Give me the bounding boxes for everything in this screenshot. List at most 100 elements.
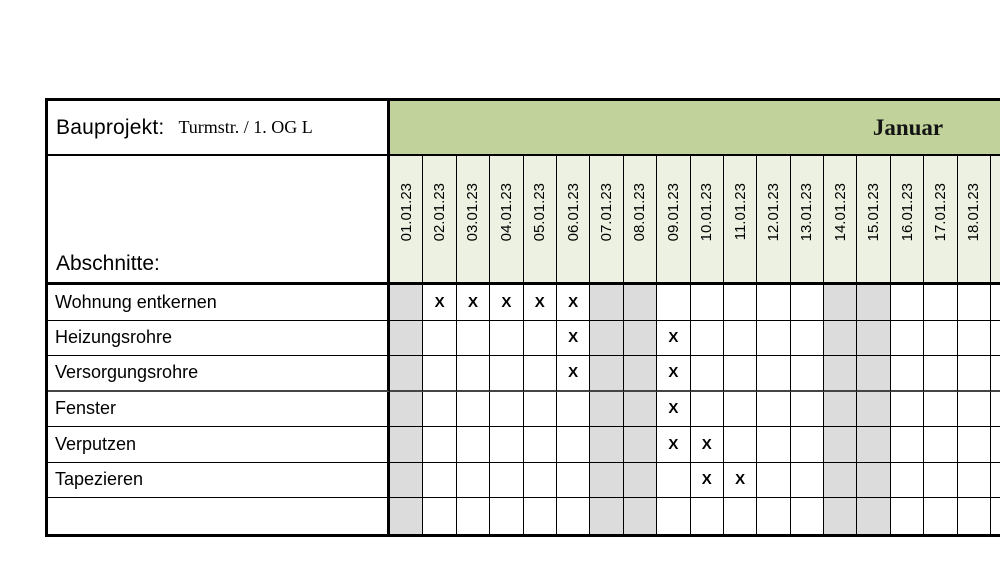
day-cell xyxy=(423,356,457,392)
day-cell: X xyxy=(523,285,557,321)
day-cell xyxy=(423,320,457,356)
day-cell xyxy=(723,320,758,356)
day-cell xyxy=(790,391,825,427)
day-cell xyxy=(957,320,992,356)
day-cell xyxy=(423,498,457,534)
weekend-day-cell xyxy=(857,285,891,321)
weekend-day-cell xyxy=(857,320,891,356)
task-row: Versorgungsrohre X X xyxy=(48,356,1000,392)
day-cell xyxy=(924,498,958,534)
weekend-day-cell xyxy=(857,498,891,534)
date-header-cell: 04.01.23 xyxy=(490,156,524,282)
day-cell xyxy=(723,427,758,463)
date-header-cell: 01.01.23 xyxy=(390,156,424,282)
day-cell xyxy=(523,462,557,498)
day-cell xyxy=(456,498,491,534)
day-cell: X xyxy=(556,285,591,321)
schedule-mark: X xyxy=(668,364,679,382)
date-label: 13.01.23 xyxy=(798,182,816,242)
day-cell xyxy=(523,498,557,534)
date-label: 01.01.23 xyxy=(397,182,415,242)
weekend-day-cell xyxy=(857,427,891,463)
schedule-mark: X xyxy=(668,435,679,453)
day-cell xyxy=(490,356,524,392)
day-cell xyxy=(757,498,791,534)
task-label: Versorgungsrohre xyxy=(55,362,199,383)
date-label: 05.01.23 xyxy=(531,182,549,242)
day-cell xyxy=(456,391,491,427)
day-cell xyxy=(456,320,491,356)
task-label-cell xyxy=(48,498,390,534)
date-header-cell: 08.01.23 xyxy=(623,156,658,282)
weekend-day-cell xyxy=(390,356,424,392)
day-cell xyxy=(957,427,992,463)
day-cell xyxy=(790,356,825,392)
partial-column-header xyxy=(991,156,1000,282)
date-header-cell: 18.01.23 xyxy=(957,156,992,282)
date-label: 04.01.23 xyxy=(497,182,515,242)
title-row: Bauprojekt: Turmstr. / 1. OG L Januar xyxy=(48,101,1000,156)
schedule-mark: X xyxy=(701,435,712,453)
schedule-mark: X xyxy=(668,329,679,347)
date-label: 03.01.23 xyxy=(464,182,482,242)
day-cell xyxy=(924,356,958,392)
day-cell xyxy=(723,391,758,427)
weekend-day-cell xyxy=(590,356,624,392)
task-row: Fenster X xyxy=(48,391,1000,427)
date-header-cell: 11.01.23 xyxy=(723,156,758,282)
weekend-day-cell xyxy=(590,498,624,534)
weekend-day-cell xyxy=(390,427,424,463)
day-cell: X xyxy=(657,356,691,392)
schedule-mark: X xyxy=(534,293,545,311)
day-cell xyxy=(924,462,958,498)
date-header-cell: 13.01.23 xyxy=(790,156,825,282)
task-label-cell: Versorgungsrohre xyxy=(48,356,390,392)
weekend-day-cell xyxy=(824,320,858,356)
day-cell xyxy=(490,498,524,534)
day-cell xyxy=(924,320,958,356)
date-header-cell: 12.01.23 xyxy=(757,156,791,282)
date-header-cell: 07.01.23 xyxy=(590,156,624,282)
sections-label: Abschnitte: xyxy=(56,252,160,275)
day-cell xyxy=(757,391,791,427)
day-cell xyxy=(757,462,791,498)
partial-column-cell xyxy=(991,356,1000,392)
day-cell xyxy=(890,356,925,392)
date-label: 12.01.23 xyxy=(764,182,782,242)
day-cell: X xyxy=(690,462,724,498)
date-header-cell: 16.01.23 xyxy=(890,156,925,282)
weekend-day-cell xyxy=(857,391,891,427)
day-cell xyxy=(957,462,992,498)
day-cell xyxy=(690,285,724,321)
date-label: 09.01.23 xyxy=(664,182,682,242)
month-band: Januar xyxy=(390,101,1000,154)
day-cell xyxy=(690,320,724,356)
weekend-day-cell xyxy=(623,427,658,463)
day-cell xyxy=(657,498,691,534)
schedule-mark: X xyxy=(467,293,478,311)
date-header-cell: 06.01.23 xyxy=(556,156,591,282)
weekend-day-cell xyxy=(590,462,624,498)
day-cell xyxy=(523,320,557,356)
partial-column-cell xyxy=(991,285,1000,321)
weekend-day-cell xyxy=(590,285,624,321)
weekend-day-cell xyxy=(623,391,658,427)
date-label: 15.01.23 xyxy=(865,182,883,242)
schedule-mark: X xyxy=(501,293,512,311)
date-label: 07.01.23 xyxy=(598,182,616,242)
day-cell xyxy=(890,391,925,427)
day-cell xyxy=(924,427,958,463)
date-label: 10.01.23 xyxy=(698,182,716,242)
weekend-day-cell xyxy=(857,356,891,392)
schedule-mark: X xyxy=(668,400,679,418)
project-cell: Bauprojekt: Turmstr. / 1. OG L xyxy=(48,101,390,154)
project-label: Bauprojekt: xyxy=(56,115,165,139)
day-cell: X xyxy=(456,285,491,321)
date-label: 17.01.23 xyxy=(931,182,949,242)
day-cell xyxy=(690,356,724,392)
day-cell xyxy=(890,320,925,356)
date-header-cell: 17.01.23 xyxy=(924,156,958,282)
day-cell xyxy=(723,498,758,534)
day-cell xyxy=(890,462,925,498)
day-cell xyxy=(924,391,958,427)
